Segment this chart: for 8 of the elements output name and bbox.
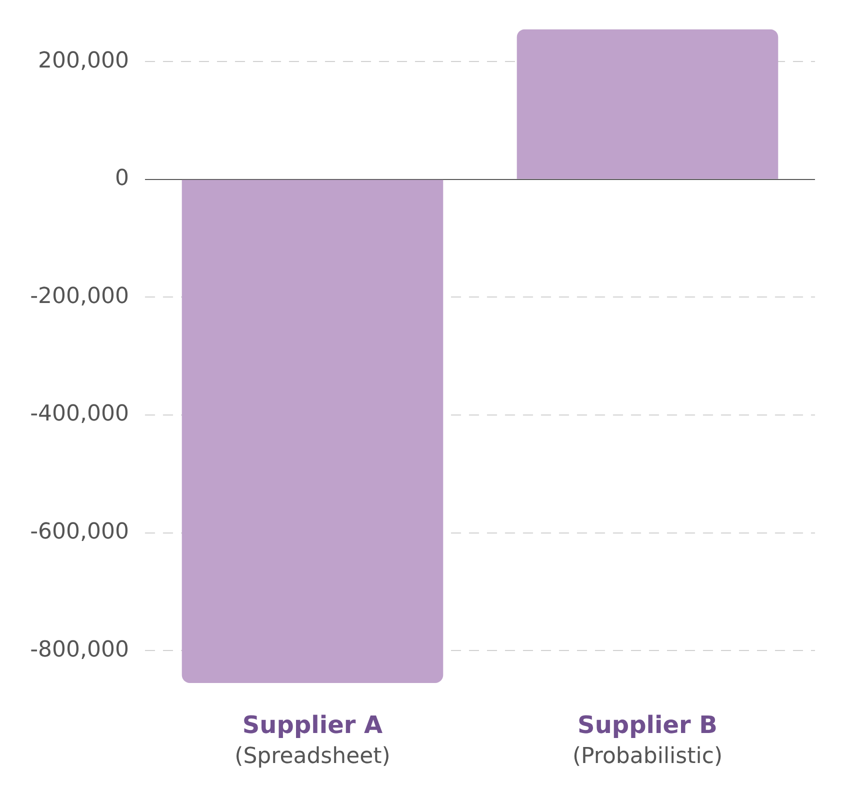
x-tick-label: Supplier B (Probabilistic) bbox=[572, 711, 723, 769]
y-tick-label: -400,000 bbox=[30, 402, 129, 427]
y-tick-label: 0 bbox=[115, 166, 129, 192]
y-tick-label: -600,000 bbox=[30, 520, 129, 545]
y-tick-label: -800,000 bbox=[30, 637, 129, 662]
y-tick-label: -200,000 bbox=[30, 284, 129, 309]
x-tick-label: Supplier A (Spreadsheet) bbox=[234, 711, 390, 769]
y-tick-label: 200,000 bbox=[38, 48, 129, 74]
